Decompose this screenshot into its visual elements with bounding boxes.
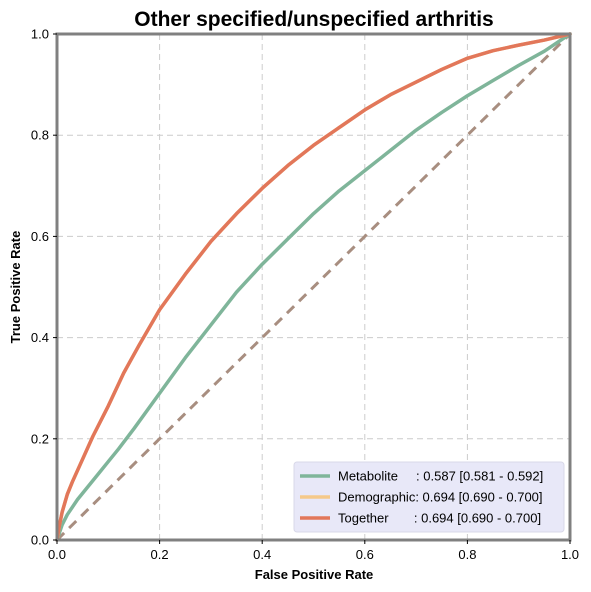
y-axis-label: True Positive Rate [8,231,23,344]
series-lines [55,32,572,542]
reference-diagonal [55,32,572,542]
legend-label-together: Together : 0.694 [0.690 - 0.700] [338,511,541,526]
y-tick-label: 0.8 [31,128,49,143]
x-tick-label: 0.2 [151,547,169,562]
x-tick-label: 0.0 [48,547,66,562]
series-line-together [55,32,572,542]
legend-box [293,461,565,533]
series-line-metabolite [55,32,572,542]
legend: Metabolite : 0.587 [0.581 - 0.592] Demogr… [293,461,565,533]
y-tick-label: 0.4 [31,330,49,345]
legend-label-demographic: Demographic: 0.694 [0.690 - 0.700] [338,490,543,505]
chart-title: Other specified/unspecified arthritis [134,8,493,31]
y-tick-label: 0.2 [31,431,49,446]
legend-label-metabolite: Metabolite : 0.587 [0.581 - 0.592] [338,469,543,484]
y-tick-label: 1.0 [31,27,49,42]
x-axis-label: False Positive Rate [255,567,374,582]
plot-frame [55,32,572,542]
plot-border [55,32,572,542]
y-tick-label: 0.0 [31,533,49,548]
x-tick-label: 0.8 [458,547,476,562]
y-tick-label: 0.6 [31,229,49,244]
x-tick-label: 1.0 [561,547,579,562]
axis-ticks: 0.0 0.2 0.4 0.6 0.8 1.0 0.0 0.2 0.4 0.6 0.8 1.0 [31,27,579,563]
x-tick-label: 0.6 [356,547,374,562]
reference-line [55,32,572,542]
x-tick-label: 0.4 [253,547,271,562]
